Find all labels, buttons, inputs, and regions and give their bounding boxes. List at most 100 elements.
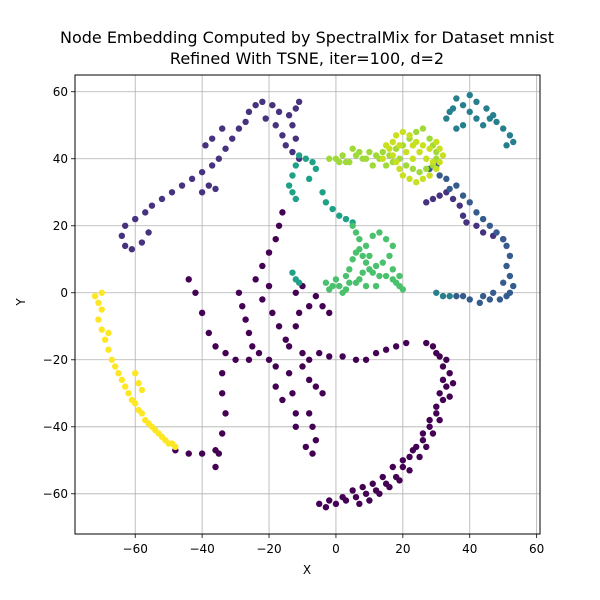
- data-point: [198, 309, 206, 317]
- data-point: [305, 175, 313, 183]
- data-point: [215, 155, 223, 162]
- data-point: [446, 108, 453, 116]
- data-point: [326, 286, 333, 293]
- data-point: [389, 266, 397, 273]
- data-point: [433, 349, 440, 357]
- data-point: [406, 467, 413, 474]
- data-point: [413, 179, 420, 186]
- data-point: [292, 195, 299, 203]
- data-point: [459, 122, 467, 129]
- data-point: [229, 135, 236, 142]
- data-point: [439, 152, 447, 159]
- data-point: [272, 363, 279, 370]
- data-point: [503, 142, 510, 149]
- data-point: [316, 500, 323, 508]
- data-point: [453, 125, 460, 132]
- data-point: [158, 195, 166, 203]
- data-point: [406, 175, 413, 183]
- data-point: [443, 383, 450, 390]
- data-point: [500, 125, 507, 132]
- data-point: [453, 95, 460, 102]
- data-point: [138, 386, 146, 394]
- data-point: [138, 239, 146, 246]
- data-point: [436, 158, 443, 166]
- y-tick-label: 20: [53, 219, 68, 233]
- data-point: [135, 380, 142, 387]
- y-tick-label: −60: [43, 487, 68, 501]
- data-point: [382, 346, 390, 353]
- data-point: [198, 189, 206, 196]
- data-point: [439, 376, 447, 384]
- data-point: [506, 132, 514, 139]
- data-point: [322, 199, 330, 206]
- data-point: [118, 376, 126, 384]
- data-point: [369, 232, 376, 240]
- data-point: [305, 356, 313, 363]
- data-point: [302, 155, 310, 162]
- data-point: [376, 229, 383, 236]
- data-point: [402, 339, 410, 347]
- data-point: [285, 112, 293, 119]
- data-point: [245, 356, 253, 363]
- data-point: [222, 349, 229, 357]
- data-point: [105, 346, 112, 353]
- data-point: [168, 189, 176, 196]
- data-point: [336, 158, 343, 166]
- data-point: [339, 289, 346, 296]
- data-point: [466, 199, 473, 206]
- data-point: [386, 483, 393, 491]
- data-point: [376, 490, 383, 497]
- data-point: [429, 158, 437, 166]
- data-point: [500, 279, 507, 286]
- x-tick-label: 40: [462, 542, 477, 556]
- data-point: [346, 266, 353, 273]
- data-point: [406, 453, 413, 461]
- data-point: [222, 145, 229, 152]
- data-point: [382, 272, 390, 280]
- data-point: [309, 423, 316, 430]
- data-point: [396, 272, 403, 280]
- data-point: [289, 189, 296, 196]
- data-point: [429, 343, 437, 350]
- data-point: [419, 430, 427, 437]
- data-point: [456, 202, 463, 209]
- data-point: [342, 215, 350, 223]
- data-point: [326, 155, 333, 162]
- x-tick-label: 20: [395, 542, 410, 556]
- y-axis-label: Y: [14, 298, 28, 307]
- data-point: [506, 252, 514, 260]
- data-point: [185, 450, 192, 457]
- data-point: [433, 138, 440, 146]
- data-point: [265, 249, 273, 256]
- data-point: [245, 329, 253, 337]
- data-point: [409, 165, 417, 173]
- data-point: [292, 135, 299, 142]
- data-point: [433, 165, 440, 173]
- data-point: [272, 235, 279, 243]
- data-point: [188, 175, 196, 183]
- data-point: [436, 390, 443, 397]
- data-point: [419, 175, 427, 183]
- data-point: [138, 410, 146, 417]
- data-point: [366, 148, 373, 156]
- data-point: [366, 497, 373, 504]
- data-point: [372, 282, 380, 290]
- data-point: [115, 369, 122, 377]
- data-point: [292, 105, 299, 112]
- data-point: [118, 232, 126, 240]
- data-point: [506, 272, 514, 280]
- data-point: [285, 343, 293, 350]
- data-point: [362, 155, 370, 162]
- x-axis-label: X: [303, 563, 311, 577]
- data-point: [389, 152, 397, 159]
- data-point: [389, 242, 397, 250]
- data-point: [259, 262, 266, 270]
- data-point: [429, 195, 437, 203]
- data-point: [443, 356, 450, 363]
- y-tick-label: −40: [43, 420, 68, 434]
- data-point: [389, 463, 397, 471]
- data-point: [95, 299, 102, 307]
- data-point: [289, 390, 296, 397]
- data-point: [349, 222, 356, 229]
